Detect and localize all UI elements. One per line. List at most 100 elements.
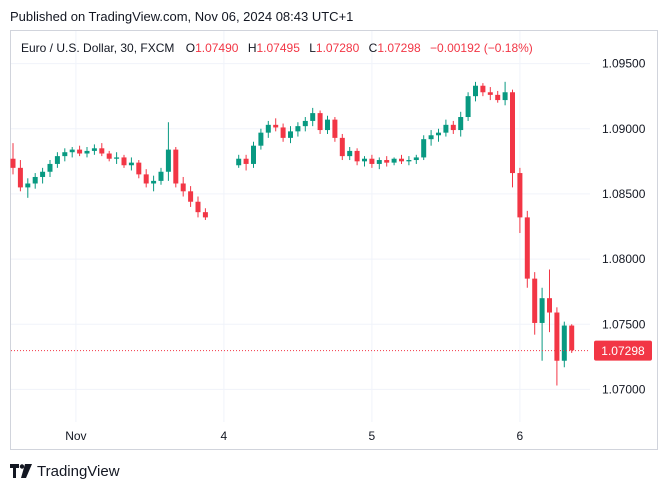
candle-body [369,158,375,164]
candle-body [399,158,404,162]
candle-body [495,94,501,101]
candle-body [62,152,68,157]
candle-body [450,124,456,131]
x-tick-label: 6 [517,429,524,443]
y-tick-label: 1.08000 [602,252,646,266]
candle-body [91,148,97,151]
candle-body [547,298,552,313]
candle-body [480,85,486,93]
candle-body [236,158,242,166]
candle-body [202,212,208,218]
candle-body [273,124,279,128]
candle-body [317,113,323,131]
candle-body [347,150,353,157]
candle-body [99,148,105,154]
close-value: 1.07298 [377,41,421,55]
candle-body [428,135,434,140]
low-label: L [309,41,316,55]
candle-body [243,158,249,164]
candle-body [406,160,412,162]
candle-body [458,117,464,131]
candle-body [487,92,493,95]
x-tick-label: 4 [221,429,228,443]
candle-body [561,325,567,361]
candle-body [391,158,397,163]
tradingview-logo-icon [10,464,32,478]
candle-body [310,113,316,121]
candle-body [325,119,330,131]
ohlc-legend: Euro / U.S. Dollar, 30, FXCM O1.07490 H1… [21,41,533,55]
candle-body [143,174,149,184]
last-price-badge [594,340,652,361]
candle-body [77,149,83,154]
candle-body [251,145,256,164]
x-tick-label: 5 [369,429,376,443]
candle-body [517,173,523,218]
candle-body [188,191,194,202]
candle-body [569,325,575,351]
candle-body [510,92,515,174]
candle-body [114,157,120,159]
y-tick-label: 1.07500 [602,317,646,331]
candle-body [302,120,308,127]
x-tick-label: Nov [65,429,86,443]
candle-body [10,158,16,168]
candle-body [295,126,301,132]
candle-body [265,124,271,133]
symbol-name: Euro / U.S. Dollar, 30, FXCM [21,41,175,55]
y-tick-label: 1.09500 [602,57,646,71]
change-value: −0.00192 (−0.18%) [430,41,533,55]
candle-body [339,137,345,157]
candle-body [288,131,293,138]
last-price-label: 1.07298 [601,344,645,358]
candle-body [280,127,286,138]
candle-body [436,132,441,136]
y-tick-label: 1.09000 [602,122,646,136]
candle-body [554,312,560,361]
candle-body [47,163,53,172]
candle-body [151,180,157,184]
candle-body [539,298,545,323]
candle-body [376,160,382,164]
low-value: 1.07280 [315,41,360,55]
candle-body [258,132,264,146]
candle-body [362,158,367,162]
candle-body [17,167,23,188]
close-label: C [368,41,378,55]
candle-body [165,149,171,172]
high-value: 1.07495 [256,41,300,55]
candle-body [195,201,201,213]
candle-body [354,150,360,162]
candle-body [173,149,179,184]
candle-body [532,278,538,323]
candle-body [413,157,419,161]
candle-body [384,160,390,163]
tradingview-logo[interactable]: TradingView [10,461,120,481]
published-header: Published on TradingView.com, Nov 06, 20… [10,9,354,24]
candle-body [158,171,164,181]
y-tick-label: 1.07000 [602,382,646,396]
y-tick-label: 1.08500 [602,187,646,201]
high-label: H [247,41,257,55]
open-value: 1.07490 [195,41,239,55]
brand-name: TradingView [37,462,120,480]
candle-body [524,217,530,279]
candle-body [84,150,90,154]
candle-body [443,124,449,133]
candle-body [473,85,478,97]
chart-frame [10,30,658,450]
candle-body [332,119,338,138]
candle-body [40,171,46,177]
candle-body [136,162,142,175]
candle-body [54,156,60,164]
candle-body [69,149,75,153]
candle-body [465,96,471,118]
open-label: O [185,41,196,55]
candle-body [106,153,112,159]
candle-body [121,157,127,166]
candle-body [502,92,508,101]
candle-body [421,139,427,158]
candle-body [32,176,38,184]
candle-body [25,183,31,188]
